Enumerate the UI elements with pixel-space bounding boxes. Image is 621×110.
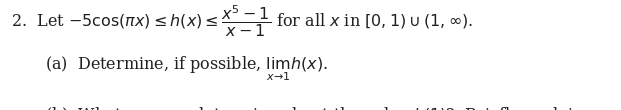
Text: (b)  What can you determine about the value $h(1)$?  Briefly explain your answer: (b) What can you determine about the val… bbox=[45, 104, 621, 110]
Text: (a)  Determine, if possible, $\lim_{x\to 1} h(x)$.: (a) Determine, if possible, $\lim_{x\to … bbox=[45, 55, 328, 83]
Text: 2.  Let $-5\cos(\pi x) \leq h(x) \leq \dfrac{x^5-1}{x-1}$ for all $x$ in $[0,1)\: 2. Let $-5\cos(\pi x) \leq h(x) \leq \df… bbox=[11, 3, 473, 39]
